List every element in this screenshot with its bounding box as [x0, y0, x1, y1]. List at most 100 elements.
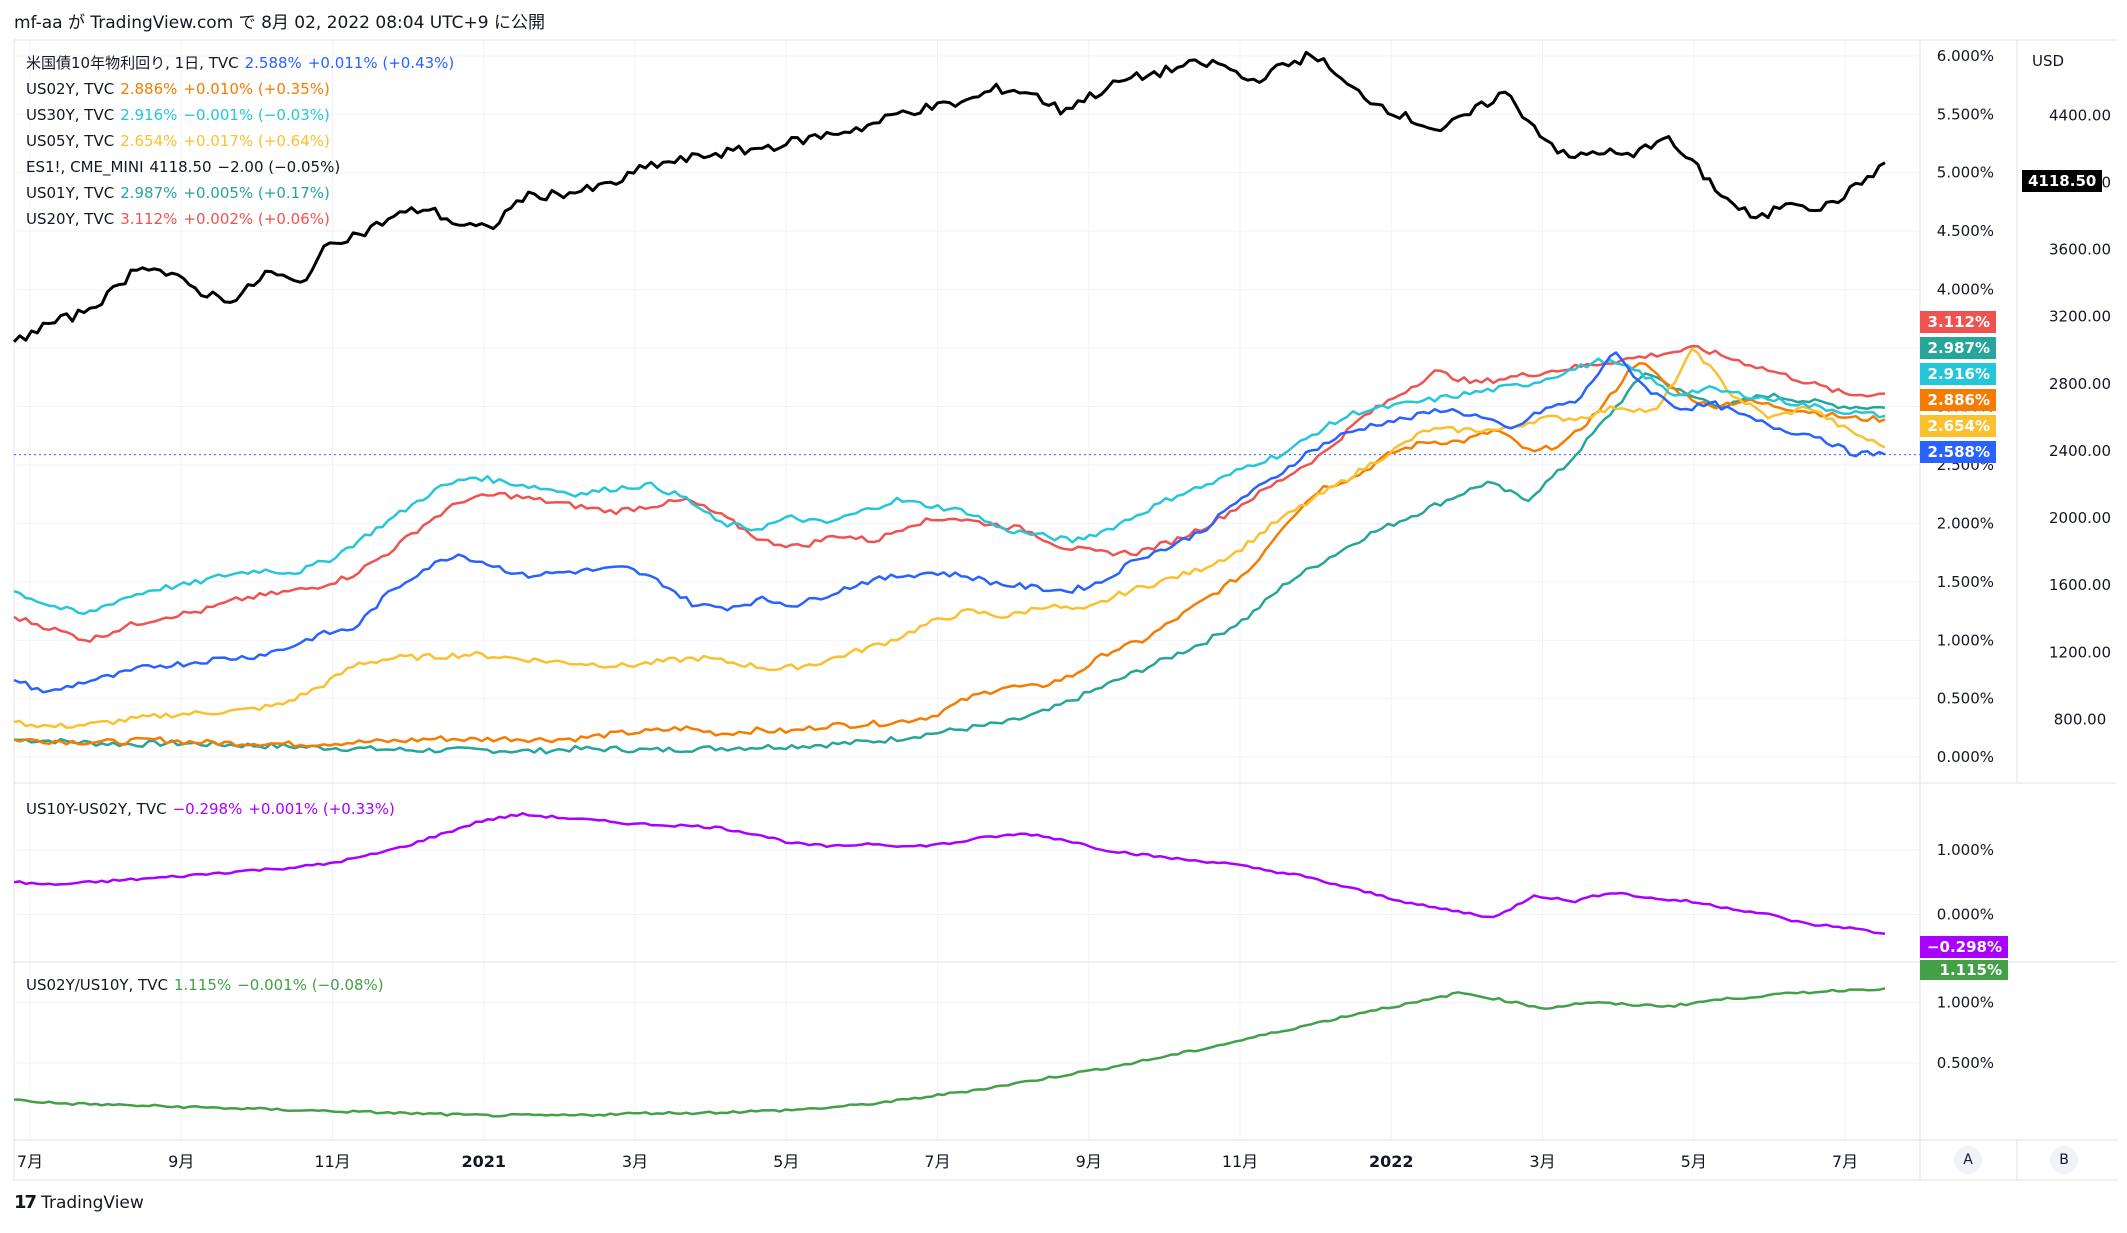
legend-row[interactable]: US10Y-US02Y, TVC −0.298% +0.001% (+0.33%) [26, 796, 401, 822]
legend-series-name: US02Y, TVC [26, 80, 115, 98]
legend-series-name: ES1!, CME_MINI [26, 158, 144, 176]
series-us30y [13, 357, 1886, 616]
left-axis-tick: 6.000% [1937, 47, 1994, 65]
legend-series-value: 4118.50 [149, 158, 212, 176]
es-price-badge: 4118.50 [2022, 170, 2102, 192]
right-axis-tick: 2000.00 [2049, 509, 2111, 527]
series-us02y [13, 361, 1886, 748]
legend-series-change: +0.010% (+0.35%) [183, 80, 330, 98]
ratio-axis-tick: 0.500% [1937, 1054, 1994, 1072]
legend-series-change: −0.001% (−0.03%) [183, 106, 330, 124]
footer-brand[interactable]: 17 TradingView [14, 1192, 144, 1213]
price-badge: 2.588% [1920, 441, 1996, 463]
legend-series-change: +0.001% (+0.33%) [248, 800, 395, 818]
x-axis-tick: 9月 [168, 1152, 194, 1171]
legend-series-change: −2.00 (−0.05%) [217, 158, 341, 176]
x-axis-tick: 3月 [622, 1152, 648, 1171]
right-axis-tick: 800.00 [2054, 710, 2107, 728]
pane-borders [13, 39, 2117, 1181]
legend-series-name: US01Y, TVC [26, 184, 115, 202]
x-axis-tick: 7月 [1832, 1152, 1858, 1171]
legend-row[interactable]: US02Y, TVC 2.886% +0.010% (+0.35%) [26, 76, 460, 102]
price-badge: 2.987% [1920, 337, 1996, 359]
legend-series-name: US05Y, TVC [26, 132, 115, 150]
x-axis-tick: 2022 [1369, 1152, 1414, 1171]
right-axis-tick: 1600.00 [2049, 576, 2111, 594]
legend-row[interactable]: US20Y, TVC 3.112% +0.002% (+0.06%) [26, 206, 460, 232]
right-axis-tick: 2800.00 [2049, 375, 2111, 393]
spread-price-badge: −0.298% [1920, 936, 2008, 958]
ratio-price-badge: 1.115% [1920, 960, 2008, 980]
series-us20y [13, 344, 1886, 643]
tradingview-logo-icon: 17 [14, 1192, 37, 1213]
auto-scale-button[interactable]: A [1954, 1146, 1982, 1174]
spread-axis-tick: 1.000% [1937, 841, 1994, 859]
legend-series-name: US02Y/US10Y, TVC [26, 976, 168, 994]
legend-series-name: US10Y-US02Y, TVC [26, 800, 167, 818]
series-ratio [14, 987, 1886, 1118]
legend-main: 米国債10年物利回り, 1日, TVC 2.588% +0.011% (+0.43%… [26, 50, 460, 232]
ratio-axis-tick: 1.000% [1937, 993, 1994, 1011]
left-axis-tick: 1.000% [1937, 631, 1994, 649]
series-layer [12, 50, 1920, 1118]
x-axis-tick: 11月 [314, 1152, 350, 1171]
left-axis-tick: 4.500% [1937, 222, 1994, 240]
legend-ratio: US02Y/US10Y, TVC 1.115% −0.001% (−0.08%) [26, 972, 390, 998]
left-axis-tick: 0.000% [1937, 748, 1994, 766]
right-axis-tick: 4400.00 [2049, 106, 2111, 124]
right-axis-tick: 3200.00 [2049, 308, 2111, 326]
legend-series-value: 1.115% [174, 976, 232, 994]
legend-row[interactable]: US05Y, TVC 2.654% +0.017% (+0.64%) [26, 128, 460, 154]
right-axis-tick: 1200.00 [2049, 643, 2111, 661]
left-axis-tick: 2.000% [1937, 514, 1994, 532]
x-axis-tick: 9月 [1076, 1152, 1102, 1171]
x-axis-tick: 2021 [461, 1152, 506, 1171]
right-axis-tick: 3600.00 [2049, 241, 2111, 259]
left-axis-tick: 0.500% [1937, 690, 1994, 708]
price-badge: 2.916% [1920, 363, 1996, 385]
x-axis-tick: 7月 [17, 1152, 43, 1171]
publish-header: mf-aa が TradingView.com で 8月 02, 2022 08… [14, 8, 545, 33]
x-axis-tick: 5月 [773, 1152, 799, 1171]
series-spread [13, 812, 1886, 935]
legend-series-change: +0.017% (+0.64%) [183, 132, 330, 150]
header-text: mf-aa が TradingView.com で 8月 02, 2022 08… [14, 13, 545, 33]
footer-brand-label: TradingView [41, 1192, 144, 1213]
legend-series-name: US20Y, TVC [26, 210, 115, 228]
legend-row[interactable]: US02Y/US10Y, TVC 1.115% −0.001% (−0.08%) [26, 972, 390, 998]
series-us10y [13, 351, 1886, 694]
legend-series-value: 2.987% [120, 184, 178, 202]
legend-series-value: 2.654% [120, 132, 178, 150]
legend-series-change: +0.011% (+0.43%) [307, 54, 455, 72]
legend-series-value: 2.588% [244, 54, 302, 72]
x-axis-tick: 11月 [1222, 1152, 1258, 1171]
legend-series-value: −0.298% [172, 800, 243, 818]
left-axis-tick: 5.500% [1937, 105, 1994, 123]
left-axis-tick: 1.500% [1937, 573, 1994, 591]
legend-series-name: US30Y, TVC [26, 106, 115, 124]
scale-b-button[interactable]: B [2050, 1146, 2078, 1174]
price-badge: 2.654% [1920, 415, 1996, 437]
legend-series-value: 2.916% [120, 106, 178, 124]
left-axis-tick: 5.000% [1937, 164, 1994, 182]
x-axis-tick: 7月 [924, 1152, 950, 1171]
legend-row[interactable]: US30Y, TVC 2.916% −0.001% (−0.03%) [26, 102, 460, 128]
legend-row[interactable]: US01Y, TVC 2.987% +0.005% (+0.17%) [26, 180, 460, 206]
legend-series-name: 米国債10年物利回り, 1日, TVC [26, 54, 239, 72]
series-es1 [12, 50, 1886, 343]
price-badge: 3.112% [1920, 311, 1996, 333]
legend-series-change: +0.005% (+0.17%) [183, 184, 330, 202]
x-axis-tick: 5月 [1681, 1152, 1707, 1171]
legend-series-change: +0.002% (+0.06%) [183, 210, 330, 228]
legend-series-value: 2.886% [120, 80, 178, 98]
legend-spread: US10Y-US02Y, TVC −0.298% +0.001% (+0.33%) [26, 796, 401, 822]
x-axis-tick: 3月 [1529, 1152, 1555, 1171]
left-axis-tick: 4.000% [1937, 281, 1994, 299]
legend-series-change: −0.001% (−0.08%) [237, 976, 384, 994]
series-us01y [13, 372, 1886, 755]
legend-row[interactable]: ES1!, CME_MINI 4118.50 −2.00 (−0.05%) [26, 154, 460, 180]
currency-label: USD [2032, 52, 2064, 70]
price-badge: 2.886% [1920, 389, 1996, 411]
legend-row[interactable]: 米国債10年物利回り, 1日, TVC 2.588% +0.011% (+0.43%… [26, 50, 460, 76]
right-axis-tick: 2400.00 [2049, 442, 2111, 460]
